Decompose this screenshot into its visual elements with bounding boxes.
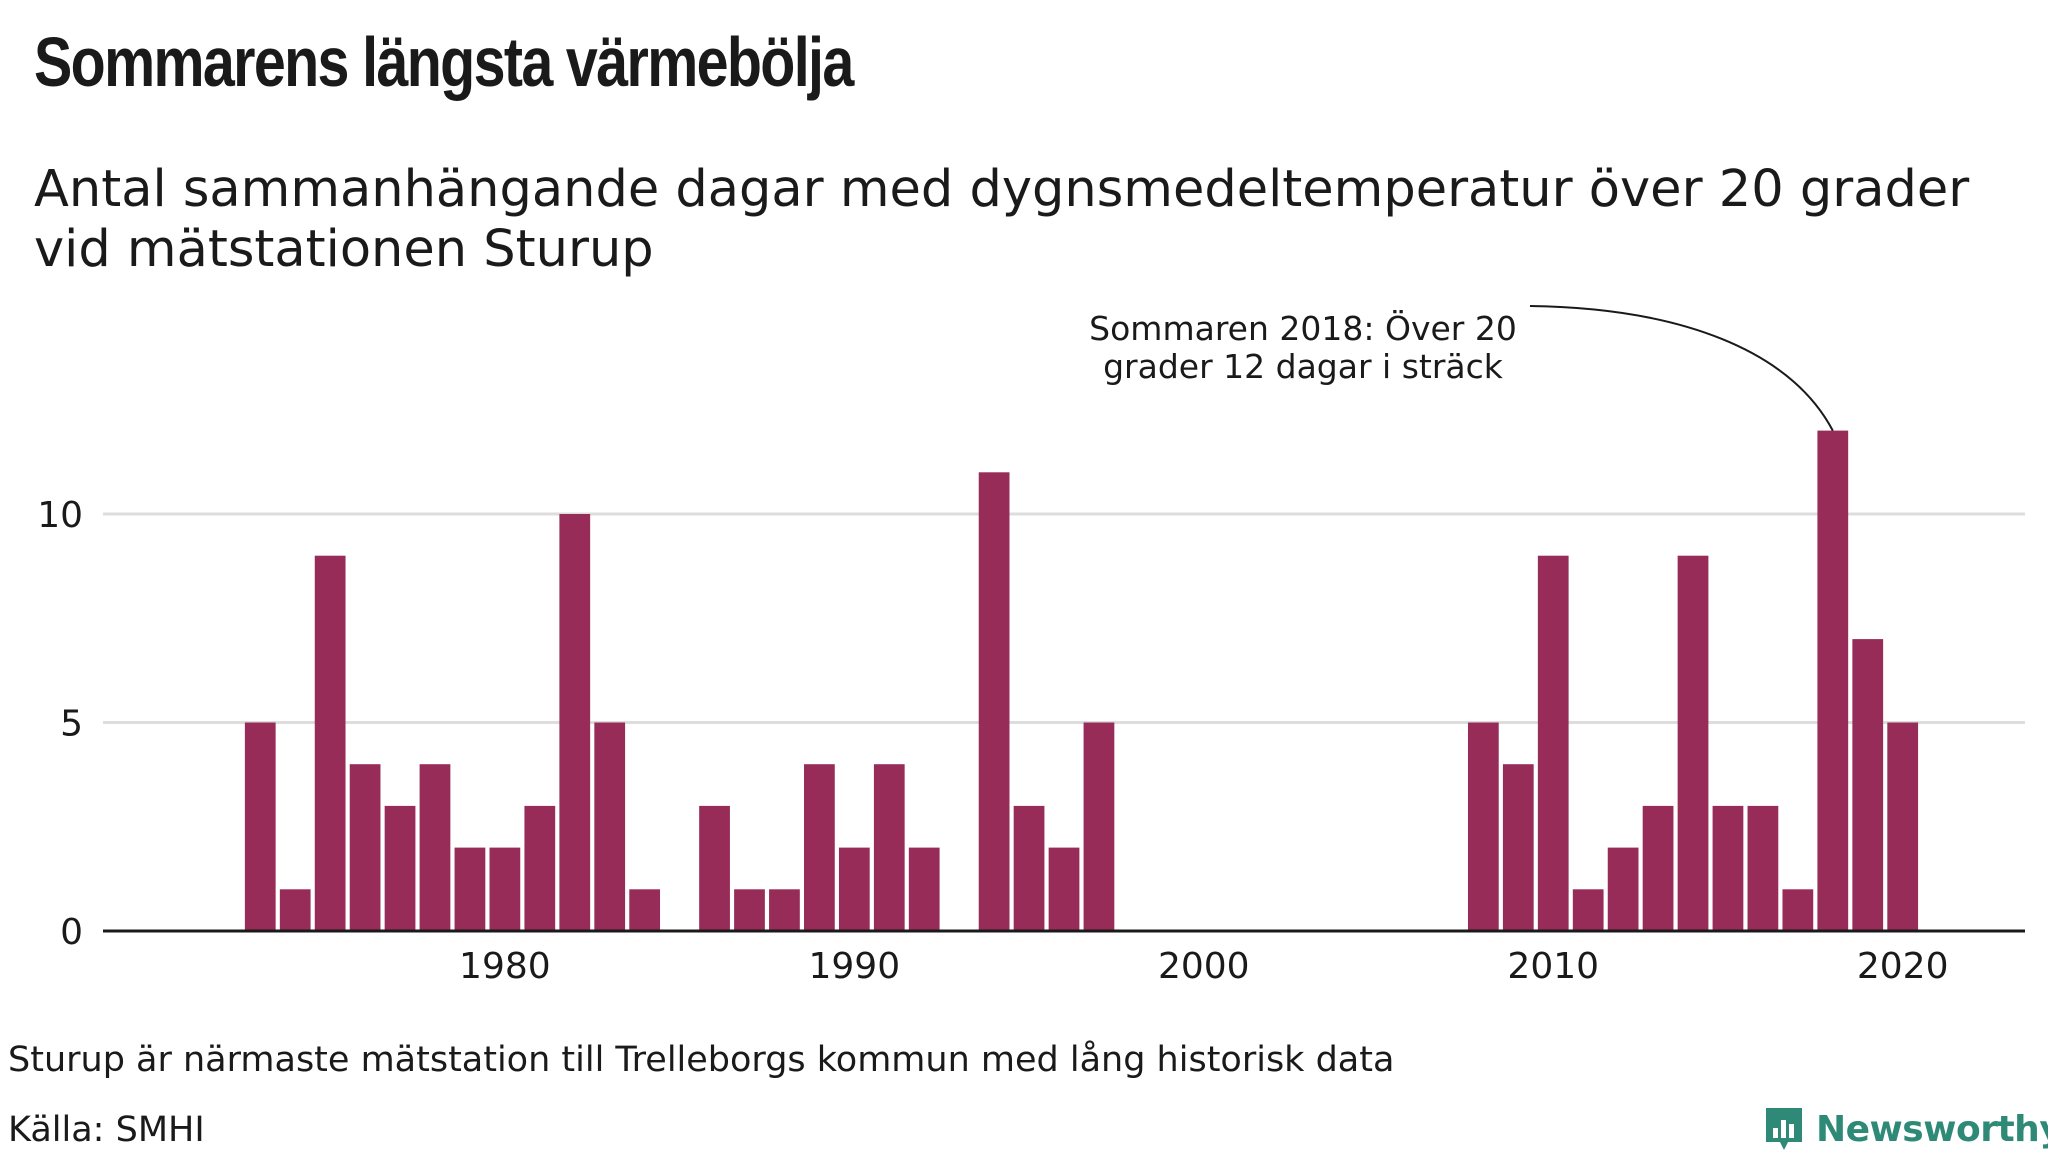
- annotation-text: grader 12 dagar i sträck: [1103, 347, 1504, 386]
- footnote: Sturup är närmaste mätstation till Trell…: [8, 1040, 1395, 1080]
- bar: [769, 889, 800, 931]
- bar: [1013, 805, 1045, 931]
- bar: [454, 847, 486, 931]
- bar: [838, 847, 870, 931]
- newsworthy-logo-icon: [1766, 1108, 1802, 1150]
- bar: [804, 764, 835, 931]
- bar: [1887, 722, 1919, 931]
- chart-subtitle: Antal sammanhängande dagar med dygnsmede…: [34, 160, 1970, 279]
- bar: [419, 764, 451, 931]
- x-tick-label: 2020: [1857, 946, 1949, 987]
- bar: [314, 555, 346, 931]
- bar: [629, 889, 661, 931]
- bar: [1502, 764, 1534, 931]
- bar: [734, 889, 765, 931]
- y-tick-label: 5: [60, 704, 83, 745]
- bar: [1048, 847, 1080, 931]
- x-tick-label: 2000: [1158, 946, 1250, 987]
- bar: [1642, 805, 1674, 931]
- y-tick-label: 10: [37, 495, 83, 536]
- annotation-text: Sommaren 2018: Över 20: [1089, 308, 1517, 348]
- chart-title: Sommarens längsta värmebölja: [34, 23, 854, 101]
- bar: [699, 805, 730, 931]
- bar: [279, 889, 311, 931]
- bar: [524, 805, 556, 931]
- brand-name: Newsworthy: [1816, 1108, 2048, 1150]
- bar: [1083, 722, 1115, 931]
- bar: [1607, 847, 1639, 931]
- bar: [1747, 805, 1779, 931]
- bar: [978, 472, 1010, 931]
- bar: [1467, 722, 1499, 931]
- bar: [1712, 805, 1744, 931]
- bar: [349, 764, 381, 931]
- bar: [1817, 430, 1849, 931]
- bar: [1852, 639, 1884, 931]
- bar: [559, 514, 591, 931]
- annotation-connector: [1529, 305, 1834, 432]
- x-tick-label: 1980: [459, 946, 551, 987]
- bar: [489, 847, 521, 931]
- bar: [873, 764, 905, 931]
- bar: [594, 722, 626, 931]
- x-tick-label: 2010: [1507, 946, 1599, 987]
- bar: [1782, 889, 1814, 931]
- bar-chart: 0 5 10 1980 1990 2000 2010 2020 Sommaren 2018: Ö…: [37, 305, 2025, 987]
- y-tick-label: 0: [60, 912, 83, 953]
- brand-logo: Newsworthy: [1762, 1104, 2048, 1154]
- bar: [1677, 555, 1709, 931]
- bar: [908, 847, 940, 931]
- bar: [384, 805, 416, 931]
- source-note: Källa: SMHI: [8, 1110, 205, 1150]
- bar: [244, 722, 276, 931]
- bar: [1537, 555, 1569, 931]
- x-tick-label: 1990: [809, 946, 901, 987]
- bar: [1572, 889, 1604, 931]
